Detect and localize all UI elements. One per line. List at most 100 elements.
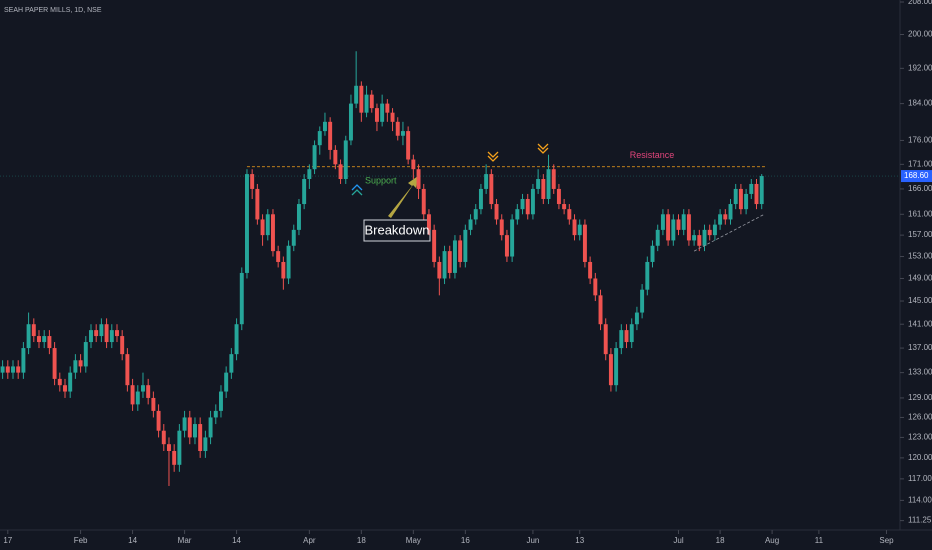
breakdown-label: Breakdown xyxy=(364,222,429,237)
y-tick-label: 133.00 xyxy=(908,368,932,377)
candle-body xyxy=(192,424,197,438)
candle-body xyxy=(546,169,551,199)
x-tick-label: May xyxy=(406,536,421,545)
support-chevron xyxy=(351,189,363,196)
candle-body xyxy=(213,410,218,418)
candle-body xyxy=(406,131,411,160)
candle-body xyxy=(291,229,296,246)
last-price-box xyxy=(901,170,932,183)
candle-body xyxy=(577,224,582,236)
candle-body xyxy=(655,229,660,246)
candle-body xyxy=(463,229,468,262)
candle-body xyxy=(749,183,754,194)
candle-body xyxy=(94,330,99,337)
candle-body xyxy=(286,245,291,279)
candle-body xyxy=(229,354,234,373)
y-tick-label: 126.00 xyxy=(908,413,932,422)
x-tick-label: 13 xyxy=(575,536,584,545)
candle-body xyxy=(364,94,369,113)
candle-body xyxy=(244,174,249,273)
candle-body xyxy=(593,278,598,296)
candle-body xyxy=(78,360,83,367)
candle-body xyxy=(380,103,385,122)
candle-body xyxy=(42,336,47,343)
candle-body xyxy=(712,224,717,236)
candle-body xyxy=(203,437,208,452)
candle-body xyxy=(421,188,426,215)
chart-title: SEAH PAPER MILLS, 1D, NSE xyxy=(4,7,102,14)
y-tick-label: 114.00 xyxy=(908,496,932,505)
candle-body xyxy=(198,424,203,452)
x-tick-label: Sep xyxy=(879,536,894,545)
candle-body xyxy=(702,229,707,246)
candle-body xyxy=(484,174,489,189)
candle-body xyxy=(515,209,520,220)
x-tick-label: 14 xyxy=(232,536,241,545)
candle-body xyxy=(608,354,613,386)
candle-body xyxy=(650,245,655,262)
annotations xyxy=(351,143,549,242)
x-tick-label: 11 xyxy=(815,536,824,545)
y-tick-label: 123.00 xyxy=(908,433,932,442)
candle-body xyxy=(234,324,239,355)
candle-body xyxy=(89,330,93,343)
x-tick-label: Mar xyxy=(178,536,192,545)
candle-body xyxy=(322,121,327,132)
y-tick-label: 141.00 xyxy=(908,319,932,328)
candle-body xyxy=(141,385,145,392)
candle-body xyxy=(109,330,114,343)
y-tick-label: 161.00 xyxy=(908,209,932,218)
x-tick-label: 17 xyxy=(3,536,12,545)
candle-body xyxy=(504,235,509,257)
candle-body xyxy=(744,193,749,210)
y-tick-label: 145.00 xyxy=(908,296,932,305)
y-tick-label: 129.00 xyxy=(908,393,932,402)
candle-body xyxy=(187,417,192,438)
candle-body xyxy=(281,261,286,279)
resistance-chevron xyxy=(537,143,549,150)
y-tick-label: 157.00 xyxy=(908,230,932,239)
resistance-chevron xyxy=(537,147,549,154)
candle-body xyxy=(120,336,125,355)
candle-body xyxy=(432,229,437,262)
x-tick-label: Jun xyxy=(526,536,539,545)
candle-body xyxy=(16,366,21,373)
x-tick-label: 18 xyxy=(357,536,366,545)
candle-body xyxy=(437,261,442,279)
candle-body xyxy=(536,179,541,189)
candle-body xyxy=(348,103,353,141)
candle-body xyxy=(374,108,379,122)
candle-body xyxy=(458,240,463,262)
support-chevron xyxy=(351,184,363,191)
candle-body xyxy=(333,149,338,165)
candle-body xyxy=(167,444,171,452)
candle-body xyxy=(270,214,275,252)
candle-body xyxy=(624,330,629,343)
candle-body xyxy=(598,295,603,325)
candle-body xyxy=(671,219,676,241)
candle-body xyxy=(37,336,41,343)
candle-body xyxy=(489,174,494,205)
candle-body xyxy=(525,198,530,215)
candle-body xyxy=(11,366,15,373)
candle-body xyxy=(218,391,223,411)
candle-body xyxy=(582,224,587,262)
candle-body xyxy=(265,214,270,236)
candle-body xyxy=(328,121,333,150)
candle-body xyxy=(115,330,119,337)
candle-body xyxy=(276,251,281,262)
candle-body xyxy=(338,164,343,180)
x-tick-label: 16 xyxy=(461,536,470,545)
candle-body xyxy=(556,188,561,205)
candle-body xyxy=(57,378,62,386)
candle-body xyxy=(426,214,431,230)
candle-body xyxy=(63,385,67,392)
candle-body xyxy=(31,324,36,337)
y-tick-label: 120.00 xyxy=(908,453,932,462)
candle-body xyxy=(416,169,421,189)
candle-body xyxy=(99,324,104,337)
candle-body xyxy=(468,219,473,230)
trendline xyxy=(693,213,765,252)
candle-body xyxy=(733,188,738,205)
